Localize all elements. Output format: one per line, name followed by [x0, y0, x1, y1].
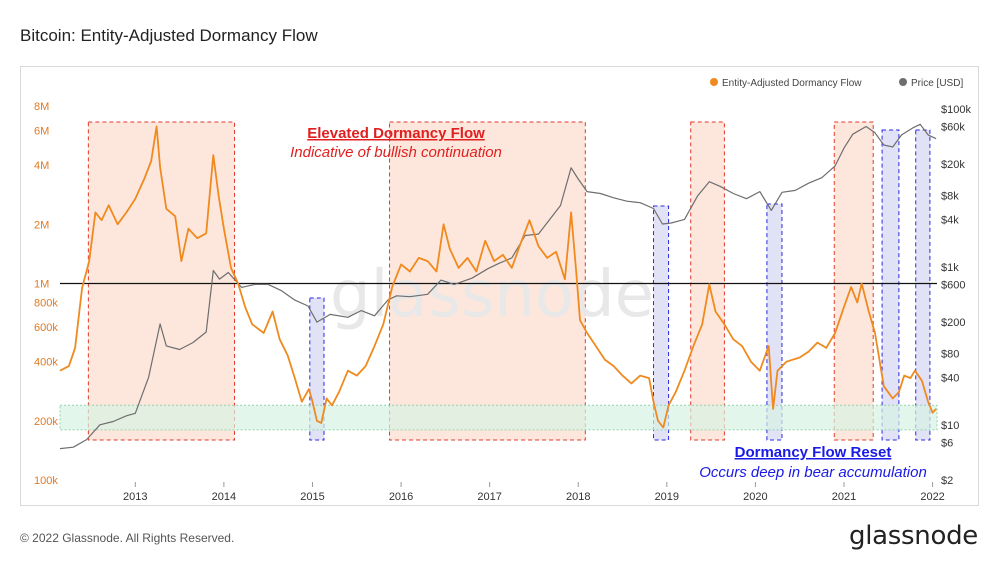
- chart-frame: [20, 66, 979, 506]
- footer-brand-logo[interactable]: glassnode: [849, 521, 978, 551]
- reset-band: [59, 404, 938, 431]
- left-axis-tick-label: 8M: [34, 101, 49, 113]
- right-axis-tick-label: $4k: [941, 214, 959, 226]
- x-axis-tick-label: 2013: [123, 491, 147, 503]
- annotation-elevated-title: Elevated Dormancy Flow: [307, 125, 485, 142]
- left-axis-tick-label: 1M: [34, 278, 49, 290]
- legend-price-label[interactable]: Price [USD]: [911, 78, 963, 89]
- x-axis-tick-label: 2017: [477, 491, 501, 503]
- x-axis-tick-label: 2014: [212, 491, 236, 503]
- page-title: Bitcoin: Entity-Adjusted Dormancy Flow: [20, 26, 318, 45]
- blue-zone-4: [915, 129, 931, 441]
- right-axis-tick-label: $60k: [941, 122, 965, 134]
- price-series: [59, 123, 937, 450]
- right-axis-tick-label: $6: [941, 437, 953, 449]
- blue-zone-1: [653, 205, 670, 441]
- blue-zone-3: [881, 129, 900, 441]
- price-line: [59, 123, 937, 450]
- x-axis-tick-label: 2018: [566, 491, 590, 503]
- right-axis-tick-label: $8k: [941, 191, 959, 203]
- legend[interactable]: Entity-Adjusted Dormancy Flow Price [USD…: [710, 78, 963, 89]
- blue-zones: [309, 129, 931, 441]
- right-axis-tick-label: $200: [941, 317, 965, 329]
- right-axis-tick-label: $2: [941, 475, 953, 487]
- reset-band-rect: [59, 404, 938, 431]
- left-axis: 8M 6M 4M 2M 1M 800k 600k 400k 200k 100k: [34, 101, 58, 487]
- x-axis-tick-label: 2019: [655, 491, 679, 503]
- x-axis-tick-label: 2021: [832, 491, 856, 503]
- right-axis-tick-label: $40: [941, 372, 959, 384]
- left-axis-tick-label: 2M: [34, 219, 49, 231]
- x-axis-tick-label: 2020: [743, 491, 767, 503]
- footer-copyright: © 2022 Glassnode. All Rights Reserved.: [20, 531, 235, 545]
- left-axis-tick-label: 200k: [34, 416, 58, 428]
- right-axis-tick-label: $600: [941, 279, 965, 291]
- red-zone-2: [690, 121, 725, 441]
- left-axis-tick-label: 800k: [34, 298, 58, 310]
- right-axis-tick-label: $100k: [941, 104, 971, 116]
- left-axis-tick-label: 600k: [34, 322, 58, 334]
- annotation-reset-subtitle: Occurs deep in bear accumulation: [699, 464, 927, 481]
- legend-dormancy-marker: [710, 78, 718, 86]
- dormancy-series: [59, 125, 937, 429]
- left-axis-tick-label: 4M: [34, 160, 49, 172]
- red-zone-1: [389, 121, 586, 441]
- right-axis: $100k $60k $20k $8k $4k $1k $600 $200 $80 $40 $10 $…: [941, 104, 971, 487]
- left-axis-tick-label: 100k: [34, 475, 58, 487]
- annotation-reset-title: Dormancy Flow Reset: [735, 444, 892, 461]
- legend-dormancy-label[interactable]: Entity-Adjusted Dormancy Flow: [722, 78, 862, 89]
- watermark: glassnode: [330, 258, 654, 332]
- red-zone-3: [833, 121, 874, 441]
- x-axis-tick-label: 2022: [920, 491, 944, 503]
- left-axis-tick-label: 6M: [34, 126, 49, 138]
- annotation-elevated-subtitle: Indicative of bullish continuation: [290, 144, 502, 161]
- x-axis-tick-label: 2015: [300, 491, 324, 503]
- left-axis-tick-label: 400k: [34, 357, 58, 369]
- right-axis-tick-label: $80: [941, 349, 959, 361]
- legend-price-marker: [899, 78, 907, 86]
- right-axis-tick-label: $10: [941, 420, 959, 432]
- red-zones: [87, 121, 874, 441]
- x-axis-tick-label: 2016: [389, 491, 413, 503]
- right-axis-tick-label: $1k: [941, 262, 959, 274]
- x-axis: 2013 2014 2015 2016 2017 2018 2019 2020 2021 2022: [123, 482, 945, 503]
- right-axis-tick-label: $20k: [941, 159, 965, 171]
- dormancy-flow-line: [59, 125, 937, 429]
